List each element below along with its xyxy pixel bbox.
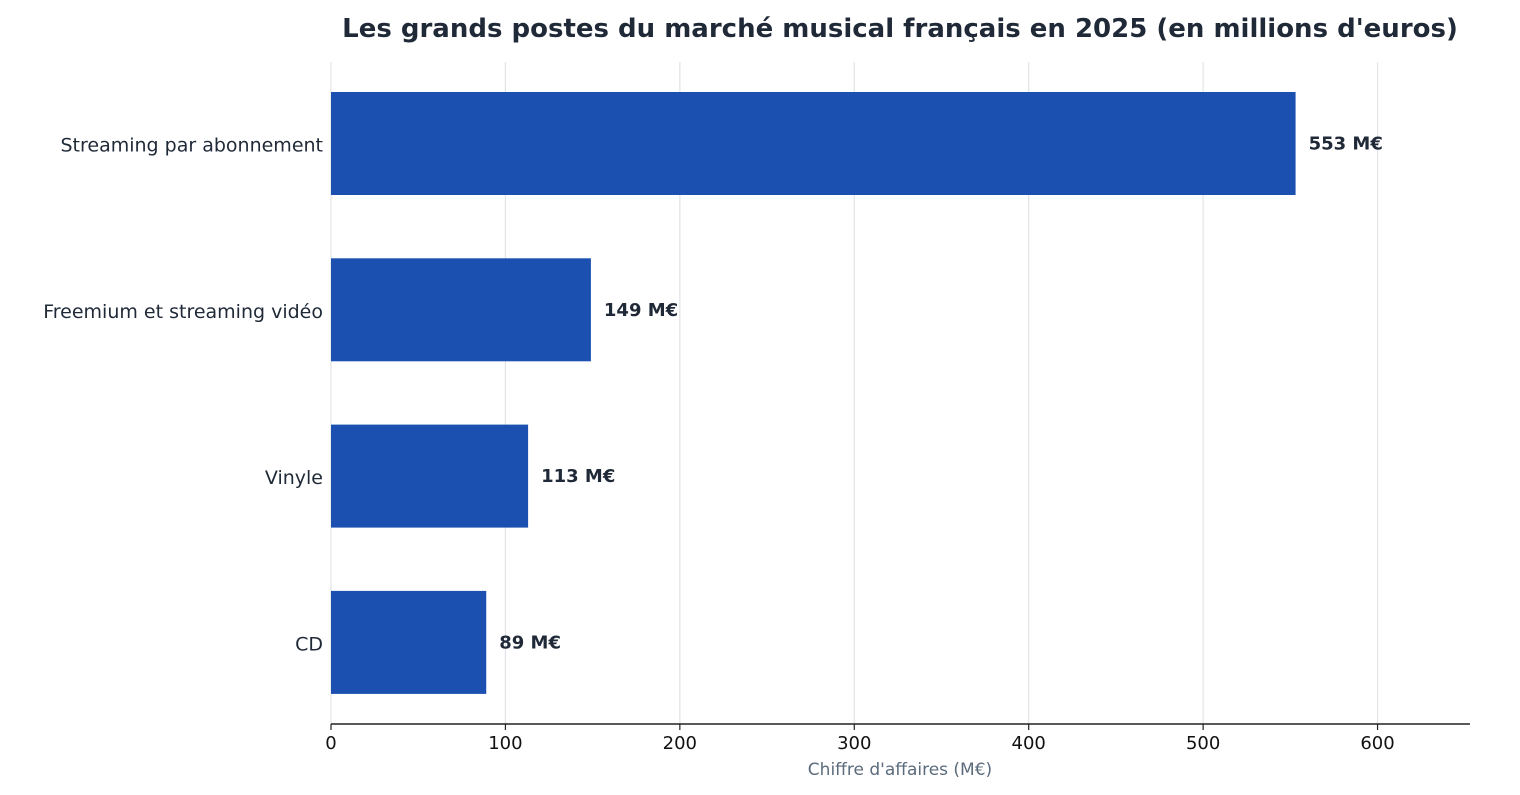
category-label-0: Streaming par abonnement	[60, 135, 323, 157]
x-axis-ticks: 0 100 200 300 400 500 600	[325, 724, 1395, 754]
tick-label-600: 600	[1360, 733, 1394, 754]
value-label-3: 89 M€	[499, 632, 561, 653]
category-labels: Streaming par abonnement Freemium et stre…	[43, 135, 323, 656]
tick-label-400: 400	[1012, 733, 1046, 754]
chart-title: Les grands postes du marché musical fran…	[342, 14, 1458, 44]
tick-label-300: 300	[837, 733, 871, 754]
bar-1	[331, 258, 591, 362]
bar-0	[331, 92, 1296, 195]
value-labels: 553 M€ 149 M€ 113 M€ 89 M€	[499, 134, 1383, 654]
tick-label-0: 0	[325, 733, 336, 754]
category-label-3: CD	[295, 633, 323, 655]
category-label-1: Freemium et streaming vidéo	[43, 301, 323, 323]
bars	[331, 92, 1296, 694]
category-label-2: Vinyle	[265, 467, 323, 489]
value-label-1: 149 M€	[604, 300, 678, 321]
tick-label-100: 100	[488, 733, 522, 754]
value-label-0: 553 M€	[1309, 134, 1383, 155]
bar-3	[331, 590, 487, 694]
x-axis-label: Chiffre d'affaires (M€)	[808, 760, 992, 780]
tick-label-200: 200	[663, 733, 697, 754]
value-label-2: 113 M€	[541, 466, 615, 487]
bar-2	[331, 424, 529, 528]
tick-label-500: 500	[1186, 733, 1220, 754]
